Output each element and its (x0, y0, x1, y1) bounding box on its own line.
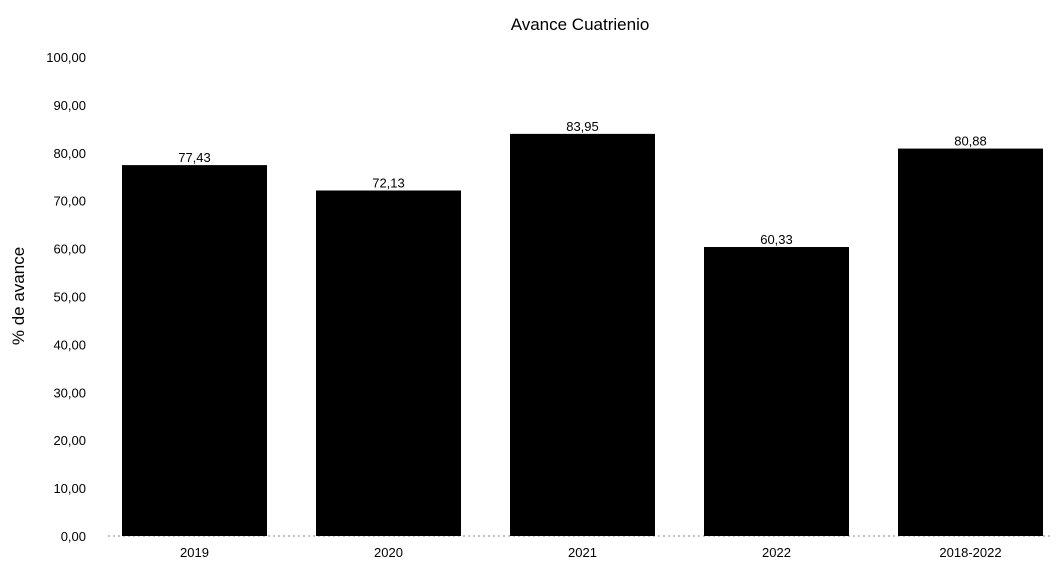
bar (122, 165, 267, 537)
bar-value-label: 80,88 (954, 134, 987, 149)
bar-value-label: 77,43 (178, 150, 211, 165)
bar (316, 190, 461, 536)
x-tick-label: 2020 (374, 545, 403, 560)
x-tick-label: 2018-2022 (939, 545, 1001, 560)
x-axis-ticks: 2019 2020 2021 2022 2018-2022 (180, 545, 1002, 560)
x-tick-label: 2019 (180, 545, 209, 560)
x-tick-label: 2021 (568, 545, 597, 560)
y-tick-label: 90,00 (53, 98, 86, 113)
y-tick-label: 60,00 (53, 242, 86, 257)
bar-value-label: 60,33 (760, 232, 793, 247)
bar (898, 148, 1043, 537)
y-tick-label: 30,00 (53, 385, 86, 400)
x-tick-label: 2022 (762, 545, 791, 560)
bars-group: 77,43 72,13 83,95 60,33 80,88 (122, 119, 1043, 537)
y-tick-label: 20,00 (53, 433, 86, 448)
y-axis-ticks: 0,00 10,00 20,00 30,00 40,00 50,00 60,00 70,00 8… (46, 50, 86, 544)
y-tick-label: 100,00 (46, 50, 86, 65)
bar (510, 133, 655, 536)
y-tick-label: 0,00 (61, 529, 86, 544)
bar-value-label: 72,13 (372, 175, 405, 190)
y-tick-label: 70,00 (53, 194, 86, 209)
y-tick-label: 10,00 (53, 481, 86, 496)
y-tick-label: 50,00 (53, 290, 86, 305)
bar-value-label: 83,95 (566, 119, 599, 134)
chart-title: Avance Cuatrienio (511, 15, 650, 34)
y-tick-label: 40,00 (53, 337, 86, 352)
bar (704, 247, 849, 537)
y-tick-label: 80,00 (53, 146, 86, 161)
y-axis-label: % de avance (9, 247, 28, 345)
